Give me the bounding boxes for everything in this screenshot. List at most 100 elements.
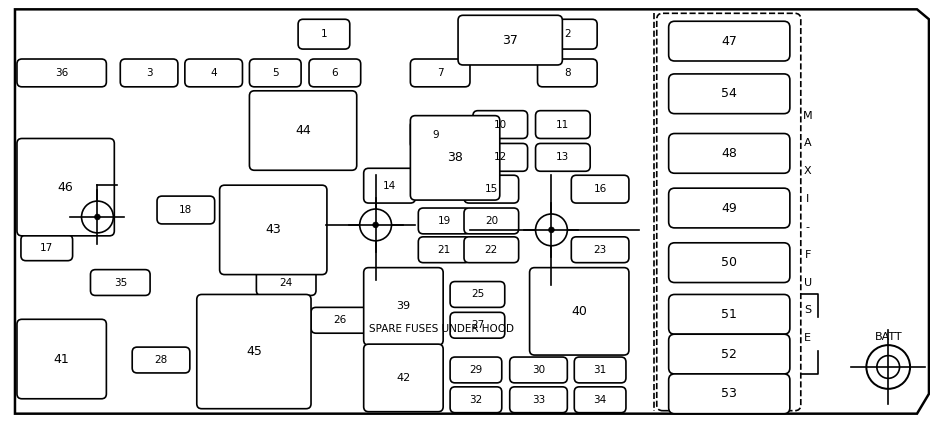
Text: X: X [804,166,812,176]
FancyBboxPatch shape [17,139,115,236]
Text: 47: 47 [721,35,737,47]
Text: 16: 16 [593,184,606,194]
FancyBboxPatch shape [91,270,150,296]
Text: M: M [803,111,813,121]
Text: 39: 39 [397,301,411,311]
Text: 5: 5 [272,68,279,78]
FancyBboxPatch shape [530,268,629,355]
FancyBboxPatch shape [473,111,527,139]
FancyBboxPatch shape [669,21,790,61]
Text: 4: 4 [210,68,217,78]
Text: 27: 27 [471,320,484,330]
Text: -: - [806,222,810,232]
Text: 53: 53 [721,387,737,400]
FancyBboxPatch shape [669,294,790,334]
Circle shape [81,201,113,233]
Text: 10: 10 [494,120,507,130]
Text: 42: 42 [397,373,411,383]
Text: 17: 17 [40,243,53,253]
Circle shape [536,214,567,246]
Circle shape [94,214,100,220]
Text: 3: 3 [146,68,152,78]
Text: 35: 35 [114,278,127,287]
FancyBboxPatch shape [418,208,470,234]
Circle shape [360,209,392,241]
Text: 12: 12 [494,152,507,162]
FancyBboxPatch shape [458,15,563,65]
Text: 54: 54 [721,87,737,100]
FancyBboxPatch shape [464,208,519,234]
Text: 8: 8 [564,68,571,78]
Text: 15: 15 [485,184,498,194]
FancyBboxPatch shape [473,143,527,171]
Text: 46: 46 [58,181,74,194]
Text: 33: 33 [532,395,545,405]
Circle shape [373,222,379,228]
Text: 22: 22 [485,245,498,255]
FancyBboxPatch shape [132,347,189,373]
FancyBboxPatch shape [364,344,443,412]
Text: I: I [806,194,809,204]
Text: S: S [804,305,812,315]
FancyBboxPatch shape [571,237,629,262]
FancyBboxPatch shape [450,387,502,413]
Circle shape [549,227,554,233]
FancyBboxPatch shape [185,59,243,87]
Text: 45: 45 [246,345,262,358]
FancyBboxPatch shape [299,19,350,49]
FancyBboxPatch shape [669,374,790,414]
FancyBboxPatch shape [575,357,626,383]
FancyBboxPatch shape [257,270,316,296]
Text: 30: 30 [532,365,545,375]
FancyBboxPatch shape [17,319,106,399]
Text: 18: 18 [179,205,192,215]
FancyBboxPatch shape [464,175,519,203]
FancyBboxPatch shape [364,268,443,345]
Text: 28: 28 [154,355,168,365]
Text: 32: 32 [469,395,482,405]
Text: 7: 7 [437,68,443,78]
Text: 31: 31 [593,365,606,375]
Text: 11: 11 [556,120,569,130]
FancyBboxPatch shape [450,357,502,383]
Text: 40: 40 [571,305,587,318]
Text: 13: 13 [556,152,569,162]
Text: 36: 36 [55,68,68,78]
FancyBboxPatch shape [509,387,567,413]
FancyBboxPatch shape [537,59,597,87]
Text: 50: 50 [721,256,737,269]
Polygon shape [15,9,929,414]
Text: 41: 41 [54,352,70,365]
Text: 6: 6 [331,68,338,78]
Text: 37: 37 [502,33,518,47]
Text: 19: 19 [438,216,451,226]
Text: 38: 38 [447,151,463,165]
FancyBboxPatch shape [364,168,415,203]
FancyBboxPatch shape [311,307,369,333]
Text: 48: 48 [721,147,737,160]
FancyBboxPatch shape [157,196,215,224]
FancyBboxPatch shape [537,19,597,49]
FancyBboxPatch shape [197,294,311,409]
Text: 51: 51 [721,308,737,321]
Text: 21: 21 [438,245,451,255]
Text: 43: 43 [265,223,281,237]
FancyBboxPatch shape [219,185,327,275]
FancyBboxPatch shape [536,111,591,139]
FancyBboxPatch shape [418,237,470,262]
FancyBboxPatch shape [669,134,790,173]
FancyBboxPatch shape [669,243,790,282]
FancyBboxPatch shape [450,282,505,307]
FancyBboxPatch shape [17,59,106,87]
Text: 9: 9 [432,129,439,139]
Text: E: E [804,333,812,343]
Text: 29: 29 [469,365,482,375]
Circle shape [867,345,910,389]
Text: 23: 23 [593,245,606,255]
FancyBboxPatch shape [309,59,361,87]
FancyBboxPatch shape [571,175,629,203]
FancyBboxPatch shape [411,59,470,87]
Text: 2: 2 [564,29,571,39]
FancyBboxPatch shape [21,235,73,261]
Text: 52: 52 [721,348,737,360]
